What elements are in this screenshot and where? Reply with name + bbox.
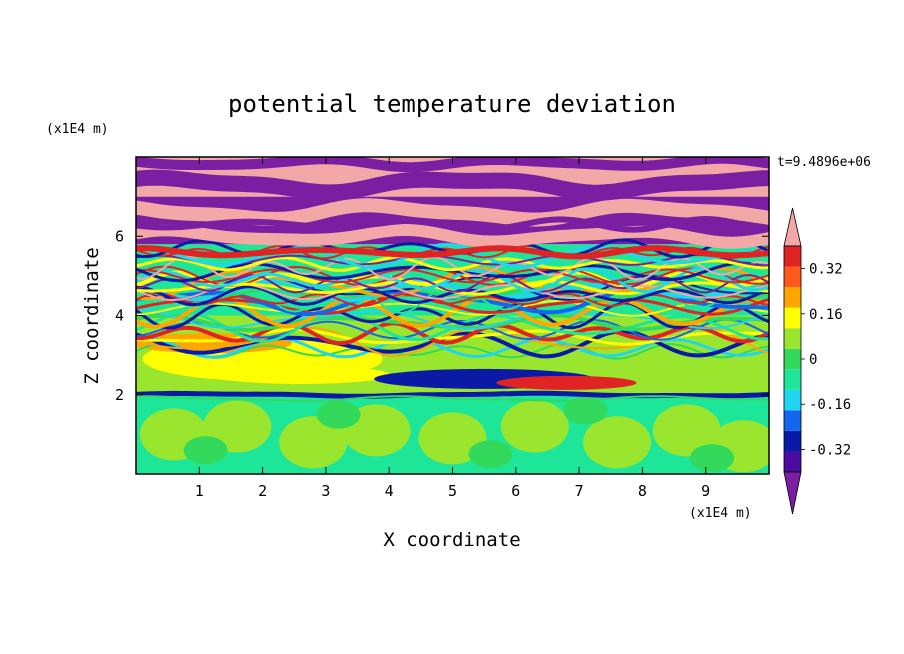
- x-axis-title: X coordinate: [383, 529, 520, 551]
- colorbar-label-0: -0.32: [809, 442, 851, 458]
- x-axis: 1 2 3 4 5 6 7 8 9: [195, 157, 710, 500]
- field-filament-9: [136, 308, 769, 331]
- x-tick-label-3: 4: [385, 482, 394, 500]
- x-tick-label-4: 5: [448, 482, 457, 500]
- field-cell-1: [203, 400, 272, 453]
- x-unit-label: (x1E4 m): [689, 506, 752, 521]
- field-pink-band-1: [136, 224, 769, 249]
- colorbar-box-9: [784, 266, 801, 288]
- colorbar-box-7: [784, 307, 801, 329]
- field-warm-lower: [210, 365, 391, 384]
- field-filament-10: [136, 301, 769, 330]
- contour-field: [136, 157, 769, 474]
- colorbar-label-1: -0.16: [809, 397, 851, 413]
- field-purple-band-1: [136, 169, 769, 201]
- colorbar-bottom-arrow: [783, 471, 802, 515]
- field-purple-band-3: [136, 215, 769, 233]
- field-pink-band-2: [136, 198, 769, 227]
- y-tick-label-0: 2: [115, 386, 124, 404]
- field-filament-5: [136, 321, 769, 346]
- field-cell-2: [279, 416, 348, 469]
- field-line-inversion-2: [136, 395, 769, 402]
- colorbar: -0.32 -0.16 0 0.16 0.32: [783, 207, 851, 515]
- colorbar-box-8: [784, 287, 801, 308]
- colorbar-box-1: [784, 430, 801, 452]
- y-axis: 2 4 6: [115, 227, 769, 404]
- x-tick-label-1: 2: [258, 482, 267, 500]
- field-cell-green-2: [468, 440, 513, 469]
- field-cell-7: [652, 404, 721, 457]
- field-warm-streak-2: [496, 375, 637, 390]
- field-cell-green-1: [316, 400, 361, 429]
- time-label: t=9.4896e+06: [777, 155, 871, 170]
- x-tick-label-7: 8: [638, 482, 647, 500]
- colorbar-box-2: [784, 410, 801, 431]
- colorbar-label-4: 0.32: [809, 262, 843, 278]
- colorbar-box-6: [784, 328, 801, 349]
- field-cell-6: [583, 416, 652, 469]
- y-axis-title: Z coordinate: [81, 247, 103, 384]
- field-filament-12: [136, 300, 769, 317]
- field-filament-2: [136, 329, 769, 359]
- colorbar-box-10: [784, 246, 801, 267]
- x-tick-label-6: 7: [575, 482, 584, 500]
- x-tick-label-5: 6: [511, 482, 520, 500]
- colorbar-box-4: [784, 369, 801, 390]
- field-upper-filament-5: [136, 266, 769, 294]
- colorbar-box-3: [784, 389, 801, 411]
- colorbar-label-2: 0: [809, 352, 817, 368]
- y-tick-label-2: 6: [115, 227, 124, 245]
- field-upper-filament-0: [136, 292, 769, 308]
- colorbar-label-3: 0.16: [809, 307, 843, 323]
- y-unit-label: (x1E4 m): [46, 122, 109, 137]
- field-cell-green-0: [183, 436, 228, 465]
- field-red-band: [136, 245, 769, 260]
- y-tick-label-1: 4: [115, 307, 124, 325]
- field-upper-filament-4: [136, 273, 769, 294]
- field-upper-filament-6: [136, 268, 769, 284]
- field-upper-filament-9: [136, 256, 769, 272]
- field-cell-green-4: [690, 444, 735, 473]
- field-cell-green-3: [563, 396, 608, 425]
- field-upper-filament-11: [136, 242, 769, 270]
- colorbar-box-0: [784, 451, 801, 472]
- field-cell-5: [500, 400, 569, 453]
- chart-title: potential temperature deviation: [228, 90, 676, 118]
- colorbar-top-arrow: [783, 207, 802, 247]
- colorbar-box-5: [784, 348, 801, 370]
- x-tick-label-0: 1: [195, 482, 204, 500]
- x-tick-label-2: 3: [321, 482, 330, 500]
- field-filament-13: [136, 293, 769, 316]
- x-tick-label-8: 9: [701, 482, 710, 500]
